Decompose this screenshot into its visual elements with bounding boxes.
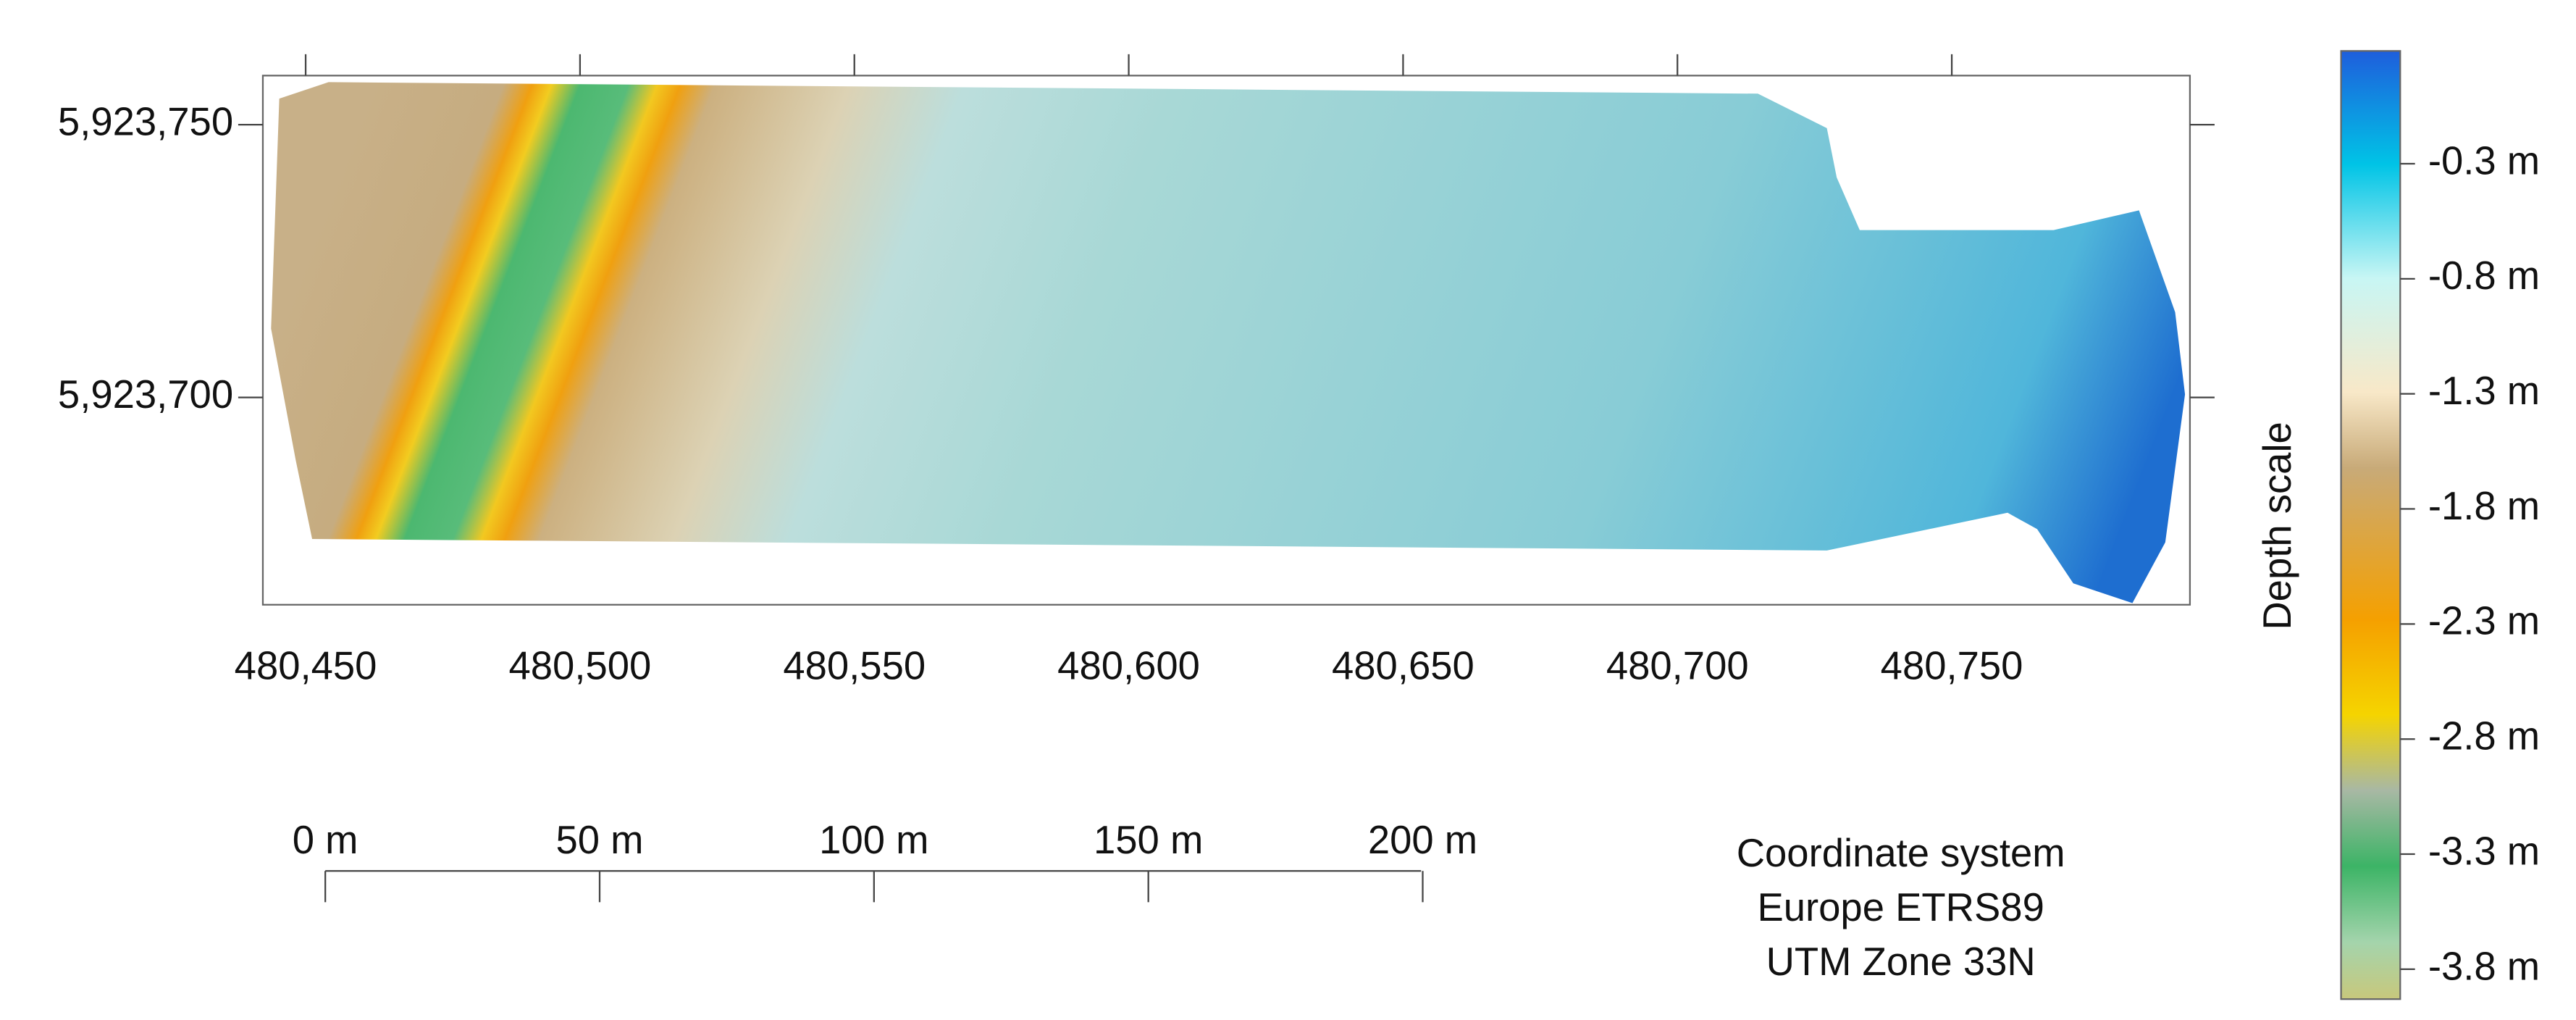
scale-bar-label: 200 m <box>1368 818 1477 862</box>
y-tick-label: 5,923,750 <box>58 99 233 143</box>
colorbar-tick-label: -3.3 m <box>2428 829 2540 873</box>
colorbar-tick-label: -1.3 m <box>2428 369 2540 413</box>
x-tick-label: 480,550 <box>783 644 926 688</box>
y-tick-label: 5,923,700 <box>58 372 233 417</box>
crs-text: Coordinate system <box>1737 831 2065 875</box>
colorbar-tick-label: -0.3 m <box>2428 138 2540 183</box>
x-tick-label: 480,500 <box>509 644 652 688</box>
x-tick-label: 480,600 <box>1057 644 1200 688</box>
colorbar-tick-label: -1.8 m <box>2428 484 2540 528</box>
colorbar-title: Depth scale <box>2255 422 2299 630</box>
colorbar-tick-label: -3.8 m <box>2428 944 2540 988</box>
colorbar <box>2340 50 2401 1000</box>
x-tick-label: 480,450 <box>235 644 377 688</box>
colorbar-tick-label: -2.3 m <box>2428 599 2540 643</box>
colorbar-tick-label: -0.8 m <box>2428 254 2540 298</box>
x-tick-label: 480,650 <box>1332 644 1474 688</box>
scale-bar-label: 100 m <box>819 818 928 862</box>
crs-text: Europe ETRS89 <box>1757 885 2044 929</box>
scale-bar-label: 50 m <box>555 818 643 862</box>
scale-bar-label: 0 m <box>293 818 358 862</box>
crs-text: UTM Zone 33N <box>1766 940 2036 984</box>
bathymetry-surface <box>271 82 2186 603</box>
colorbar-tick-label: -2.8 m <box>2428 714 2540 758</box>
scale-bar-label: 150 m <box>1094 818 1203 862</box>
x-tick-label: 480,700 <box>1606 644 1749 688</box>
x-tick-label: 480,750 <box>1881 644 2023 688</box>
